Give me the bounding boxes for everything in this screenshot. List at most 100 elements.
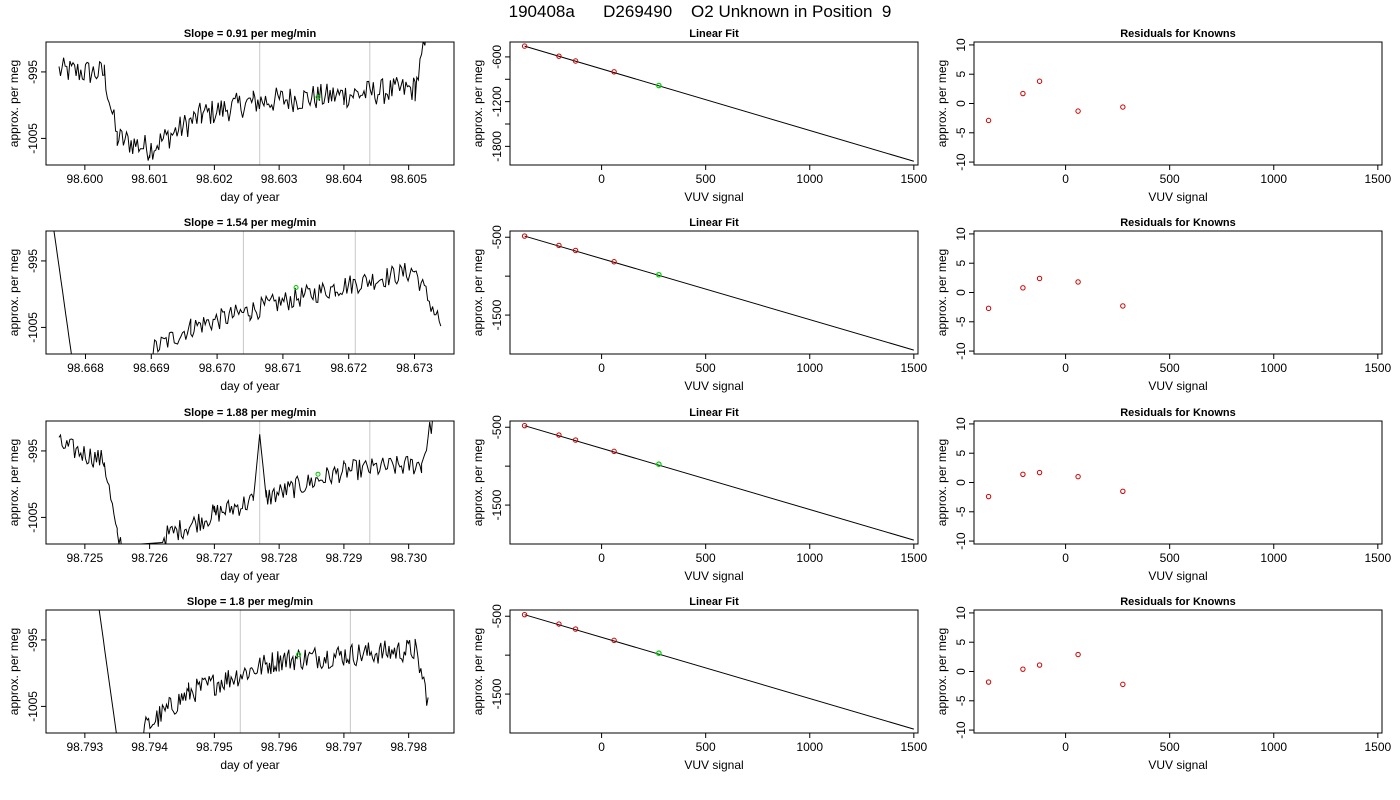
- x-tick-label: 98.670: [199, 361, 236, 375]
- plot-area: [98, 610, 429, 733]
- known-standard-point: [556, 621, 562, 627]
- row2-fit-panel: Linear Fit 0 500 1000 1500 VUV signal -1500 -50…: [471, 217, 928, 393]
- y-tick-label: -5: [954, 316, 968, 327]
- x-tick-label: 1000: [796, 551, 823, 565]
- x-tick-label: 98.727: [196, 551, 233, 565]
- fit-line: [524, 614, 914, 730]
- x-tick-label: 500: [696, 740, 716, 754]
- known-standard-point: [521, 611, 528, 618]
- y-tick-label: -500: [490, 604, 504, 628]
- row1-residuals-panel: Residuals for Knowns 0 500 1000 1500 VUV sign…: [935, 28, 1392, 204]
- x-tick-label: 1500: [900, 551, 927, 565]
- plot-area: [53, 231, 442, 354]
- x-tick-label: 500: [1160, 361, 1180, 375]
- plot-area: [985, 469, 1126, 500]
- y-axis-label: approx. per meg: [471, 249, 485, 336]
- unknown-sample-point: [656, 461, 662, 468]
- y-axis-label: approx. per meg: [935, 439, 949, 526]
- x-tick-label: 1500: [900, 361, 927, 375]
- unknown-sample-point: [656, 82, 662, 89]
- x-axis-label: VUV signal: [684, 190, 743, 204]
- plot-area: [985, 275, 1126, 312]
- unknown-marker-point: [296, 652, 302, 658]
- known-standard-point: [572, 437, 579, 443]
- x-tick-label: 0: [598, 551, 605, 565]
- x-tick-label: 0: [1062, 361, 1069, 375]
- residual-point: [1075, 651, 1081, 658]
- plot-area: [985, 651, 1126, 688]
- y-tick-label: 5: [954, 639, 968, 646]
- y-tick-label: -995: [26, 60, 40, 84]
- unknown-sample-point: [656, 650, 662, 657]
- x-tick-label: 98.794: [131, 740, 168, 754]
- panel-title: Residuals for Knowns: [1120, 407, 1236, 419]
- fit-line: [524, 235, 914, 351]
- plot-frame: [509, 609, 919, 734]
- known-standard-point: [611, 69, 617, 75]
- x-tick-label: 1000: [796, 172, 823, 186]
- panel-title: Residuals for Knowns: [1120, 596, 1236, 608]
- known-standard-point: [556, 242, 562, 249]
- residual-point: [985, 493, 992, 500]
- x-tick-label: 98.729: [326, 551, 363, 565]
- x-axis-label: VUV signal: [684, 758, 743, 772]
- panel-title: Linear Fit: [689, 407, 739, 419]
- fit-line: [524, 45, 914, 162]
- known-standard-point: [572, 626, 579, 632]
- x-tick-label: 500: [696, 551, 716, 565]
- signal-trace-line: [58, 421, 433, 544]
- row4-residuals-panel: Residuals for Knowns 0 500 1000 1500 VUV sign…: [935, 596, 1392, 772]
- y-tick-label: 10: [954, 606, 968, 620]
- x-axis-label: day of year: [220, 569, 279, 583]
- y-axis-label: approx. per meg: [7, 249, 21, 336]
- row4-fit-panel: Linear Fit 0 500 1000 1500 VUV signal -1500 -50…: [471, 596, 928, 772]
- y-tick-label: -995: [26, 249, 40, 273]
- y-tick-label: -1800: [490, 131, 504, 162]
- y-tick-label: -1500: [490, 489, 504, 520]
- plot-frame: [45, 609, 455, 734]
- x-tick-label: 98.797: [326, 740, 363, 754]
- x-axis-label: VUV signal: [1148, 758, 1207, 772]
- x-tick-label: 98.793: [67, 740, 104, 754]
- y-axis-label: approx. per meg: [471, 628, 485, 715]
- y-tick-label: 5: [954, 71, 968, 78]
- y-axis-label: approx. per meg: [935, 60, 949, 147]
- y-axis-label: approx. per meg: [471, 439, 485, 526]
- known-standard-point: [611, 637, 617, 644]
- row3-trace-panel: Slope = 1.88 per meg/min 98.725 98.726 98.7…: [7, 407, 455, 583]
- plot-area: [521, 43, 914, 162]
- y-tick-label: -1200: [490, 86, 504, 117]
- y-tick-label: -600: [490, 45, 504, 69]
- row2-trace-panel: Slope = 1.54 per meg/min 98.668 98.669 98.6…: [7, 217, 455, 393]
- x-tick-label: 500: [1160, 172, 1180, 186]
- x-tick-label: 0: [1062, 740, 1069, 754]
- x-tick-label: 1500: [900, 740, 927, 754]
- x-tick-label: 1500: [1364, 551, 1391, 565]
- x-tick-label: 98.728: [261, 551, 298, 565]
- unknown-sample-point: [656, 271, 662, 278]
- residual-point: [1020, 471, 1026, 477]
- x-tick-label: 0: [598, 172, 605, 186]
- y-tick-label: -1005: [26, 312, 40, 343]
- unknown-marker-point: [293, 285, 299, 291]
- panel-title: Slope = 0.91 per meg/min: [184, 28, 317, 40]
- x-tick-label: 500: [696, 172, 716, 186]
- plot-frame: [509, 41, 919, 166]
- residual-point: [1036, 469, 1043, 476]
- y-axis-label: approx. per meg: [935, 628, 949, 715]
- residual-point: [1075, 279, 1081, 285]
- x-axis-label: VUV signal: [1148, 569, 1207, 583]
- x-tick-label: 0: [598, 361, 605, 375]
- x-tick-label: 1500: [1364, 361, 1391, 375]
- y-tick-label: -1005: [26, 123, 40, 154]
- residual-point: [1020, 666, 1026, 672]
- y-axis-label: approx. per meg: [7, 60, 21, 147]
- x-axis-label: VUV signal: [684, 569, 743, 583]
- plot-area: [521, 611, 914, 730]
- row2-residuals-panel: Residuals for Knowns 0 500 1000 1500 VUV sign…: [935, 217, 1392, 393]
- x-tick-label: 98.796: [261, 740, 298, 754]
- residual-point: [1020, 285, 1026, 291]
- plot-frame: [973, 420, 1383, 545]
- panel-title: Residuals for Knowns: [1120, 217, 1236, 229]
- x-tick-label: 0: [1062, 172, 1069, 186]
